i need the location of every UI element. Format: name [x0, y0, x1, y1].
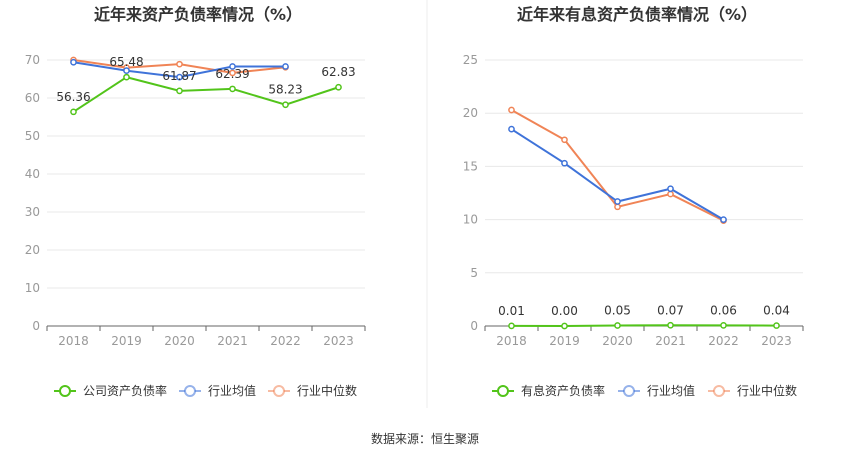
data-label: 58.23 — [268, 83, 302, 97]
legend-marker-icon — [184, 385, 196, 397]
y-tick-label: 0 — [32, 319, 40, 333]
data-label: 0.01 — [498, 304, 525, 318]
series-industry-mean-point — [123, 67, 130, 74]
x-tick-label: 2021 — [655, 334, 686, 348]
series-industry-median-point — [176, 60, 183, 68]
y-tick-label: 60 — [25, 91, 40, 105]
x-tick-label: 2023 — [323, 334, 354, 348]
series-industry-mean-point — [667, 185, 674, 193]
y-tick-label: 25 — [463, 53, 478, 67]
data-label: 65.48 — [109, 55, 143, 69]
data-label: 62.83 — [321, 65, 355, 79]
legend-label: 公司资产负债率 — [83, 383, 167, 398]
x-tick-label: 2019 — [111, 334, 142, 348]
series-company-point — [70, 108, 77, 116]
series-company-point — [123, 73, 130, 81]
data-source-footer: 数据来源：恒生聚源 — [371, 431, 479, 446]
data-label: 62.39 — [215, 67, 249, 81]
chart-title: 近年来有息资产负债率情况（%） — [517, 5, 757, 24]
data-label: 0.05 — [604, 303, 631, 317]
series-industry-mean-point — [508, 125, 515, 133]
y-tick-label: 40 — [25, 167, 40, 181]
series-company-point — [176, 87, 183, 95]
legend-marker-icon — [497, 385, 509, 397]
data-label: 0.00 — [551, 304, 578, 318]
y-tick-label: 10 — [25, 281, 40, 295]
legend-label: 行业中位数 — [737, 383, 797, 398]
y-tick-label: 20 — [463, 106, 478, 120]
x-tick-label: 2020 — [602, 334, 633, 348]
series-industry-mean-point — [282, 63, 289, 70]
legend-item[interactable]: 行业均值 — [179, 383, 256, 398]
series-industry-median-point — [561, 136, 568, 144]
series-industry-mean-point — [720, 216, 727, 223]
data-label: 61.87 — [162, 69, 196, 83]
series-industry-median-point — [229, 69, 236, 77]
chart-title: 近年来资产负债率情况（%） — [94, 5, 302, 24]
data-label: 0.04 — [763, 304, 790, 318]
data-label: 0.07 — [657, 303, 684, 317]
legend-label: 行业中位数 — [297, 383, 357, 398]
legend-label: 行业均值 — [647, 383, 695, 398]
chart-debt-ratio: 近年来资产负债率情况（%） 0 10 20 30 40 50 60 70 2018 2019 2020… — [25, 5, 366, 398]
x-tick-label: 2018 — [58, 334, 89, 348]
y-tick-label: 5 — [470, 266, 478, 280]
x-tick-label: 2022 — [270, 334, 301, 348]
series-industry-median-point — [614, 203, 621, 211]
data-label: 0.06 — [710, 303, 737, 317]
legend-item[interactable]: 行业中位数 — [708, 383, 797, 398]
legend-item[interactable]: 有息资产负债率 — [492, 383, 605, 398]
legend-label: 行业均值 — [208, 383, 256, 398]
series-company-line — [511, 324, 777, 328]
legend-marker-icon — [273, 385, 285, 397]
series-company-point — [720, 322, 727, 329]
x-tick-label: 2022 — [708, 334, 739, 348]
series-company-line — [72, 76, 339, 113]
y-tick-label: 30 — [25, 205, 40, 219]
series-company-point — [335, 83, 342, 91]
x-tick-label: 2023 — [761, 334, 792, 348]
series-industry-mean-point — [70, 58, 77, 66]
series-industry-mean-point — [561, 159, 568, 167]
x-tick-label: 2019 — [549, 334, 580, 348]
y-tick-label: 15 — [463, 159, 478, 173]
legend-item[interactable]: 行业均值 — [618, 383, 695, 398]
series-company-point — [508, 322, 515, 330]
y-tick-label: 70 — [25, 53, 40, 67]
legend-marker-icon — [59, 385, 71, 397]
series-company-point — [229, 85, 236, 93]
chart-interest-bearing-debt-ratio: 近年来有息资产负债率情况（%） 0 5 10 15 20 25 2018 2019 2020 202… — [463, 5, 804, 398]
data-label: 56.36 — [56, 90, 90, 104]
series-company-point — [667, 321, 674, 329]
y-tick-label: 50 — [25, 129, 40, 143]
legend-marker-icon — [713, 385, 725, 397]
series-industry-mean-point — [176, 73, 183, 81]
series-industry-mean-point — [229, 63, 236, 70]
series-company-point — [282, 101, 289, 109]
series-industry-mean-point — [614, 198, 621, 205]
legend-label: 有息资产负债率 — [521, 383, 605, 398]
series-industry-median-point — [508, 106, 515, 114]
series-company-point — [773, 322, 780, 329]
series-company-point — [614, 322, 621, 329]
x-tick-label: 2018 — [496, 334, 527, 348]
series-industry-median-point — [667, 190, 674, 198]
series-company-point — [561, 322, 568, 330]
x-tick-label: 2020 — [164, 334, 195, 348]
legend-item[interactable]: 行业中位数 — [268, 383, 357, 398]
legend-item[interactable]: 公司资产负债率 — [54, 383, 167, 398]
y-tick-label: 0 — [470, 319, 478, 333]
x-tick-label: 2021 — [217, 334, 248, 348]
y-tick-label: 20 — [25, 243, 40, 257]
legend-marker-icon — [623, 385, 635, 397]
y-tick-label: 10 — [463, 213, 478, 227]
